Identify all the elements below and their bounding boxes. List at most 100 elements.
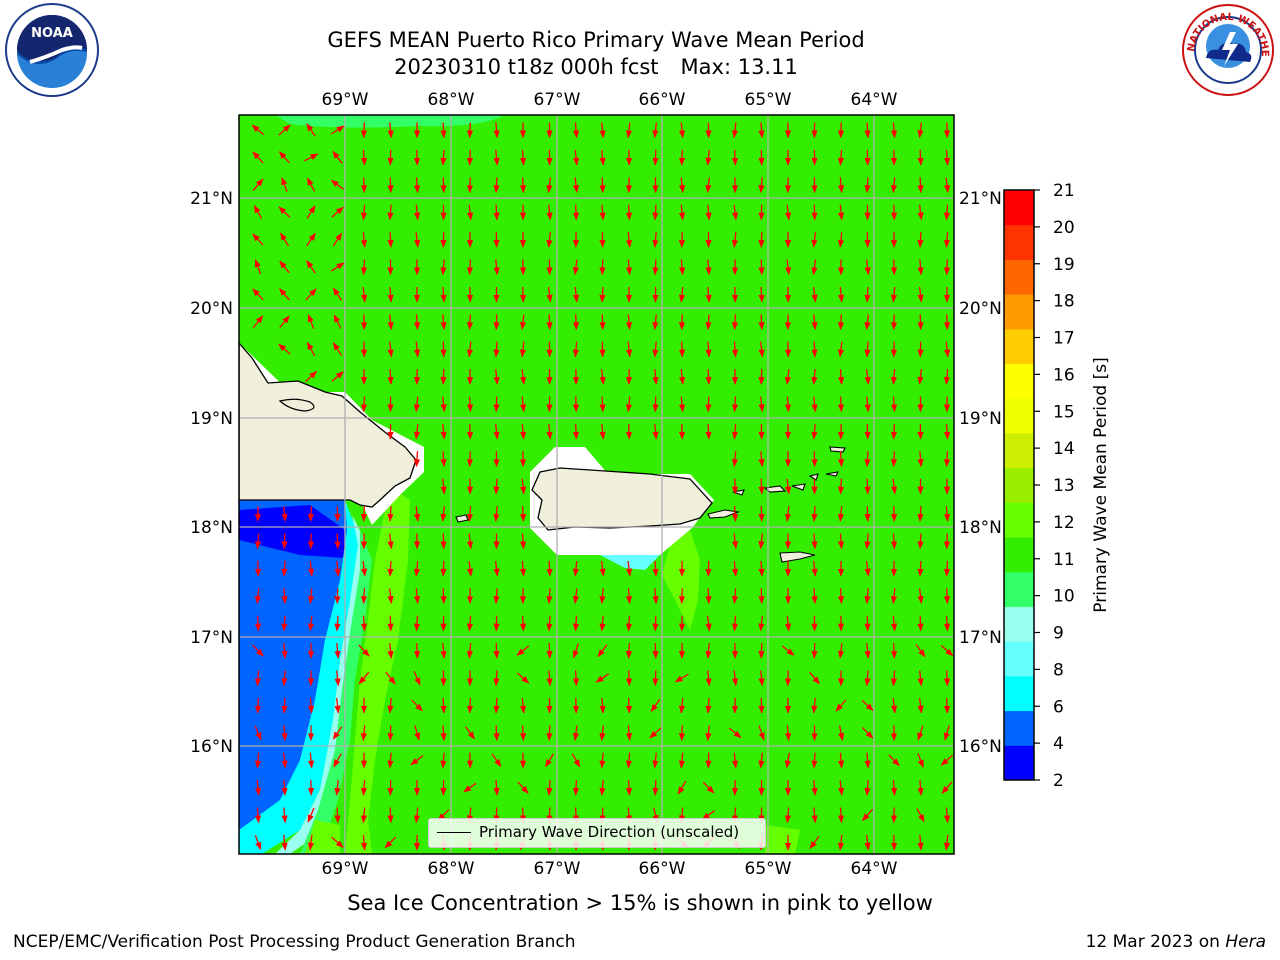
wave-direction-arrow: [466, 615, 474, 632]
wave-direction-arrow: [254, 670, 262, 687]
wave-direction-arrow: [519, 478, 527, 495]
wave-direction-arrow: [864, 533, 871, 550]
wave-direction-arrow: [758, 177, 765, 194]
wave-direction-arrow: [281, 697, 288, 714]
wave-direction-arrow: [307, 560, 315, 577]
wave-direction-arrow: [705, 725, 712, 742]
wave-direction-arrow: [546, 615, 553, 632]
wave-direction-arrow: [411, 699, 423, 712]
chart-subtitle: 20230310 t18z 000h fcst Max: 13.11: [0, 54, 1192, 80]
wave-direction-arrow: [678, 752, 686, 769]
lat-label-right: 21°N: [959, 189, 1002, 209]
wave-direction-arrow: [334, 588, 341, 605]
wave-direction-arrow: [837, 341, 845, 358]
wave-direction-arrow: [493, 588, 500, 605]
samana-outline: [278, 398, 315, 412]
wave-direction-arrow: [599, 259, 606, 276]
wave-direction-arrow: [861, 808, 873, 822]
wave-direction-arrow: [731, 560, 739, 577]
lat-labels-left: 21°N 20°N 19°N 18°N 17°N 16°N: [190, 189, 233, 757]
wave-direction-arrow: [387, 122, 394, 139]
wave-direction-arrow: [864, 451, 871, 468]
colorbar-bin: [1004, 641, 1034, 677]
wave-direction-arrow: [466, 314, 474, 331]
wave-direction-arrow: [811, 560, 818, 577]
footer-date-text: 12 Mar 2023 on: [1085, 932, 1226, 952]
wave-direction-arrow: [678, 697, 686, 714]
wave-direction-arrow: [360, 396, 368, 413]
wave-direction-arrow: [758, 369, 765, 385]
wave-direction-arrow: [306, 123, 316, 137]
wave-direction-arrow: [330, 125, 345, 135]
wave-direction-arrow: [890, 478, 898, 495]
wave-direction-arrow: [572, 259, 580, 276]
wave-direction-arrow: [519, 149, 527, 166]
wave-direction-arrow: [440, 506, 447, 522]
wave-direction-arrow: [731, 615, 739, 632]
wave-direction-arrow: [413, 314, 421, 331]
wave-direction-arrow: [864, 752, 871, 769]
wave-direction-arrow: [546, 780, 553, 796]
wave-direction-arrow: [466, 643, 474, 659]
wave-direction-arrow: [864, 560, 871, 577]
lon-label-bottom: 69°W: [322, 859, 369, 879]
wave-direction-arrow: [811, 506, 818, 522]
wave-direction-arrow: [728, 727, 742, 739]
wave-direction-arrow: [864, 643, 871, 659]
wave-direction-arrow: [516, 645, 530, 656]
wave-direction-arrow: [758, 752, 765, 769]
wave-direction-arrow: [281, 725, 288, 742]
wave-direction-arrow: [917, 780, 924, 796]
wave-direction-arrow: [440, 286, 447, 303]
wave-direction-arrow: [705, 314, 712, 331]
lat-labels-right: 21°N 20°N 19°N 18°N 17°N 16°N: [959, 189, 1002, 757]
wave-direction-arrow: [890, 588, 898, 605]
wave-direction-arrow: [943, 834, 951, 851]
map-gridlines: [239, 115, 954, 854]
wave-direction-arrow: [731, 752, 739, 769]
wave-direction-arrow: [705, 423, 712, 440]
wave-direction-arrow: [625, 259, 633, 276]
wave-direction-arrow: [332, 287, 343, 301]
colorbar-tick-label: 14: [1053, 439, 1075, 459]
wave-direction-arrow: [466, 122, 474, 139]
wave-direction-arrow: [413, 588, 421, 605]
wave-direction-arrow: [917, 232, 924, 248]
lat-label-left: 16°N: [190, 737, 233, 757]
wave-direction-arrow: [731, 451, 739, 468]
wave-direction-arrow: [360, 506, 368, 522]
wave-direction-arrow: [334, 670, 341, 687]
wave-direction-arrow: [546, 643, 553, 659]
wave-direction-arrow: [811, 588, 818, 605]
wave-direction-arrow: [784, 341, 792, 358]
wave-direction-arrow: [731, 506, 739, 522]
colorbar-bin: [1004, 745, 1034, 781]
wave-direction-arrow: [571, 753, 581, 768]
wave-direction-arrow: [890, 451, 898, 468]
wave-direction-arrow: [784, 807, 792, 824]
wave-direction-arrow: [493, 423, 500, 440]
colorbar-bin: [1004, 571, 1034, 607]
wave-direction-arrow: [758, 560, 765, 577]
legend-line-swatch: [437, 832, 471, 833]
wave-direction-arrow: [387, 615, 394, 632]
wave-direction-arrow: [331, 836, 344, 848]
colorbar-tick-label: 8: [1053, 660, 1064, 680]
wave-direction-arrow: [838, 725, 845, 741]
lat-label-left: 20°N: [190, 299, 233, 319]
wave-direction-arrow: [331, 206, 344, 218]
wave-direction-arrow: [917, 533, 924, 550]
wave-direction-arrow: [890, 533, 898, 550]
wave-direction-arrow: [360, 122, 368, 139]
wave-direction-arrow: [516, 672, 530, 684]
wave-direction-arrow: [917, 725, 924, 741]
wave-direction-arrow: [943, 341, 951, 358]
wave-direction-arrow: [278, 343, 291, 355]
wave-direction-arrow: [652, 149, 659, 166]
wave-direction-arrow: [599, 780, 606, 796]
wave-direction-arrow: [809, 836, 820, 850]
wave-direction-arrow: [864, 780, 871, 796]
wave-direction-arrow: [625, 232, 633, 248]
wave-direction-arrow: [758, 451, 765, 468]
wave-direction-arrow: [890, 697, 898, 714]
